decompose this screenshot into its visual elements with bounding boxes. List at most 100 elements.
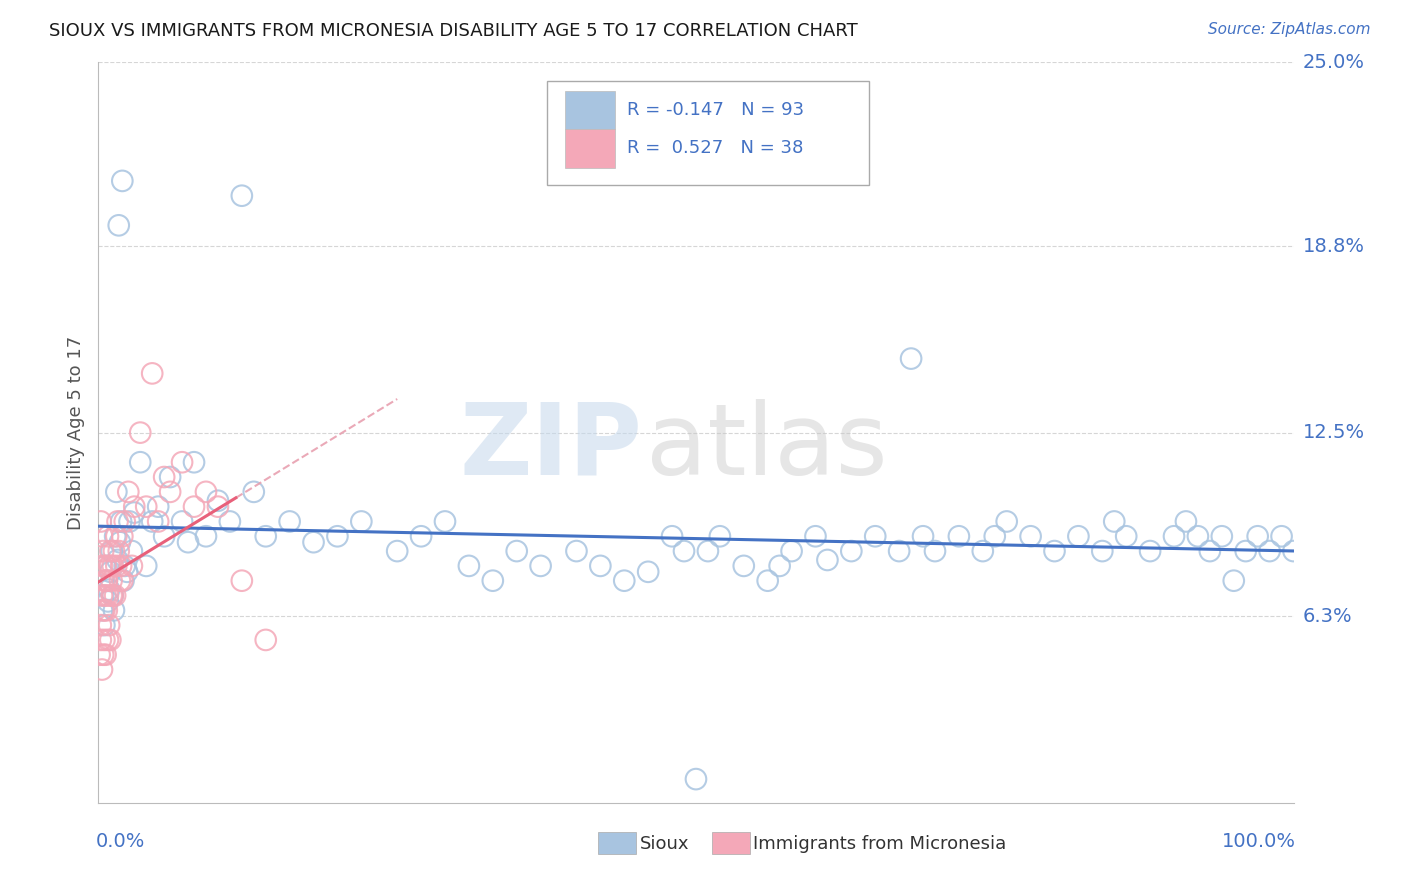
FancyBboxPatch shape — [565, 129, 614, 168]
Point — [685, 772, 707, 786]
Point — [254, 632, 277, 647]
Point — [100, 574, 122, 588]
Point — [769, 558, 792, 573]
Point — [177, 535, 200, 549]
Text: ZIP: ZIP — [460, 399, 643, 496]
Point — [107, 544, 129, 558]
Point — [195, 529, 218, 543]
Point — [159, 484, 181, 499]
Point — [1258, 544, 1281, 558]
Point — [1211, 529, 1233, 543]
Point — [995, 515, 1018, 529]
Point — [101, 589, 124, 603]
FancyBboxPatch shape — [598, 832, 636, 854]
Text: Sioux: Sioux — [640, 835, 689, 853]
Point — [93, 603, 115, 617]
Point — [889, 544, 911, 558]
Point — [124, 500, 146, 514]
Point — [804, 529, 827, 543]
Point — [817, 553, 839, 567]
Point — [111, 574, 134, 588]
Text: 25.0%: 25.0% — [1303, 53, 1365, 72]
Point — [94, 558, 117, 573]
Point — [103, 603, 125, 617]
Point — [1091, 544, 1114, 558]
Point — [93, 632, 115, 647]
Point — [183, 455, 205, 469]
Point — [135, 558, 157, 573]
Point — [96, 574, 118, 588]
Point — [148, 500, 170, 514]
Point — [107, 515, 129, 529]
Point — [1115, 529, 1137, 543]
Point — [153, 470, 176, 484]
Point — [948, 529, 970, 543]
Point — [661, 529, 683, 543]
Point — [91, 603, 114, 617]
Point — [141, 515, 163, 529]
Point — [589, 558, 612, 573]
Point — [114, 558, 136, 573]
Point — [326, 529, 349, 543]
Point — [101, 589, 124, 603]
Point — [107, 553, 129, 567]
Point — [129, 455, 152, 469]
Point — [1187, 529, 1209, 543]
Point — [98, 582, 121, 597]
Point — [153, 529, 176, 543]
Point — [697, 544, 720, 558]
Point — [115, 565, 138, 579]
FancyBboxPatch shape — [547, 81, 869, 185]
Text: 18.8%: 18.8% — [1303, 236, 1365, 255]
Point — [1199, 544, 1222, 558]
Point — [91, 648, 114, 662]
Point — [98, 558, 122, 573]
Point — [411, 529, 433, 543]
Point — [91, 589, 114, 603]
Point — [96, 574, 118, 588]
Point — [984, 529, 1007, 543]
Point — [93, 618, 115, 632]
Point — [1043, 544, 1066, 558]
Point — [207, 500, 229, 514]
Point — [141, 367, 163, 381]
Point — [101, 558, 124, 573]
Point — [91, 529, 114, 543]
Point — [1139, 544, 1161, 558]
Point — [96, 603, 118, 617]
Point — [110, 515, 132, 529]
Point — [1223, 574, 1246, 588]
Point — [780, 544, 803, 558]
Point — [97, 632, 120, 647]
Point — [278, 515, 301, 529]
Point — [159, 470, 181, 484]
Point — [1271, 529, 1294, 543]
Point — [124, 506, 146, 520]
Point — [91, 603, 114, 617]
Point — [1104, 515, 1126, 529]
Point — [195, 484, 218, 499]
Point — [129, 425, 152, 440]
Point — [148, 515, 170, 529]
Point — [98, 565, 122, 579]
Point — [1163, 529, 1185, 543]
Text: SIOUX VS IMMIGRANTS FROM MICRONESIA DISABILITY AGE 5 TO 17 CORRELATION CHART: SIOUX VS IMMIGRANTS FROM MICRONESIA DISA… — [49, 22, 858, 40]
Point — [98, 544, 122, 558]
Point — [1067, 529, 1090, 543]
Point — [121, 558, 143, 573]
FancyBboxPatch shape — [711, 832, 749, 854]
Text: Source: ZipAtlas.com: Source: ZipAtlas.com — [1208, 22, 1371, 37]
FancyBboxPatch shape — [565, 91, 614, 129]
Point — [207, 493, 229, 508]
Point — [302, 535, 325, 549]
Point — [89, 648, 111, 662]
Point — [105, 484, 128, 499]
Point — [121, 544, 143, 558]
Point — [98, 632, 122, 647]
Point — [183, 500, 205, 514]
Point — [97, 594, 120, 608]
Text: R = -0.147   N = 93: R = -0.147 N = 93 — [627, 101, 804, 119]
Point — [1282, 544, 1305, 558]
Point — [90, 632, 112, 647]
Point — [1234, 544, 1257, 558]
